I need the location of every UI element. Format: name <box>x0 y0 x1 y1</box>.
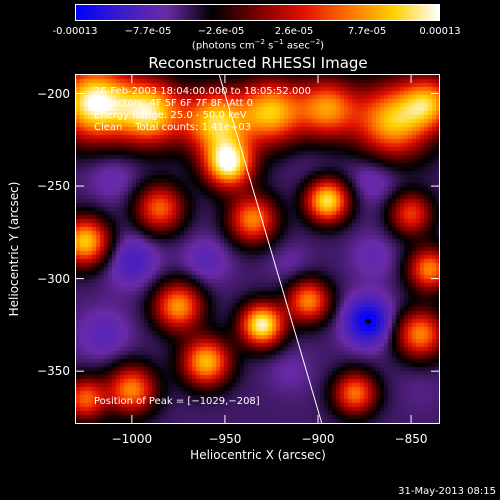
heatmap-image <box>76 75 439 423</box>
colorbar-tick-label: 0.00013 <box>419 26 461 37</box>
heatmap-plot-area <box>75 74 440 424</box>
x-axis-label: Heliocentric X (arcsec) <box>190 448 326 462</box>
colorbar-tick-label: 2.6e-05 <box>274 26 314 37</box>
energy-range-text: Energy Range: 25.0 - 50.0 keV <box>94 110 247 121</box>
colorbar-unit-label: (photons cm−2 s−1 asec−2) <box>191 38 325 52</box>
peak-marker <box>365 318 371 324</box>
y-tick-label: −300 <box>37 271 70 286</box>
colorbar <box>75 4 440 21</box>
x-tick-label: −900 <box>301 432 335 446</box>
time-range-text: 26-Feb-2003 18:04:00.000 to 18:05:52.000 <box>94 86 312 97</box>
colorbar-tick-label: 7.7e-05 <box>347 26 387 37</box>
detectors-text: Detectors: 4F 5F 6F 7F 8F, Att 0 <box>94 98 254 109</box>
plot-overlay <box>76 75 439 423</box>
x-tick-label: −950 <box>208 432 242 446</box>
y-axis-label: Heliocentric Y (arcsec) <box>7 181 21 317</box>
y-tick-label: −350 <box>37 364 70 379</box>
colorbar-tick-label: −2.6e-05 <box>197 26 245 37</box>
x-tick-label: −1000 <box>111 432 153 446</box>
chart-title: Reconstructed RHESSI Image <box>148 54 368 72</box>
x-tick-label: −850 <box>394 432 428 446</box>
peak-position-text: Position of Peak = [−1029,−208] <box>94 396 260 407</box>
colorbar-tick-label: -0.00013 <box>52 26 98 37</box>
y-tick-label: −250 <box>37 179 70 194</box>
colorbar-tick-label: −7.7e-05 <box>124 26 172 37</box>
date-stamp: 31-May-2013 08:15 <box>398 486 496 497</box>
clean-counts-text: Clean Total counts: 1.41e+03 <box>94 122 252 133</box>
solar-limb-line <box>218 75 323 423</box>
y-tick-label: −200 <box>37 86 70 101</box>
